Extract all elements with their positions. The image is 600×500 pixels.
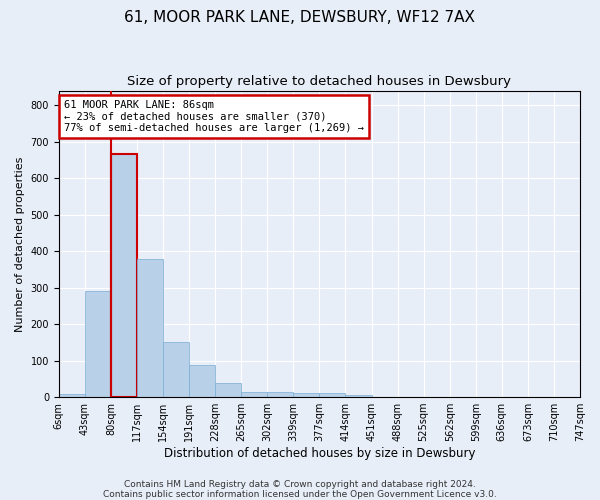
- Bar: [163, 342, 189, 397]
- Bar: [189, 365, 215, 397]
- Bar: [241, 392, 267, 397]
- X-axis label: Distribution of detached houses by size in Dewsbury: Distribution of detached houses by size …: [164, 447, 475, 460]
- Title: Size of property relative to detached houses in Dewsbury: Size of property relative to detached ho…: [127, 75, 511, 88]
- Text: Contains HM Land Registry data © Crown copyright and database right 2024.
Contai: Contains HM Land Registry data © Crown c…: [103, 480, 497, 499]
- Bar: [137, 259, 163, 397]
- Bar: [293, 394, 319, 397]
- Bar: [346, 395, 371, 397]
- Bar: [111, 154, 137, 397]
- Text: 61, MOOR PARK LANE, DEWSBURY, WF12 7AX: 61, MOOR PARK LANE, DEWSBURY, WF12 7AX: [125, 10, 476, 25]
- Bar: [215, 383, 241, 397]
- Text: 61 MOOR PARK LANE: 86sqm
← 23% of detached houses are smaller (370)
77% of semi-: 61 MOOR PARK LANE: 86sqm ← 23% of detach…: [64, 100, 364, 133]
- Y-axis label: Number of detached properties: Number of detached properties: [15, 156, 25, 332]
- Bar: [59, 394, 85, 397]
- Bar: [85, 292, 111, 397]
- Bar: [319, 394, 346, 397]
- Bar: [267, 392, 293, 397]
